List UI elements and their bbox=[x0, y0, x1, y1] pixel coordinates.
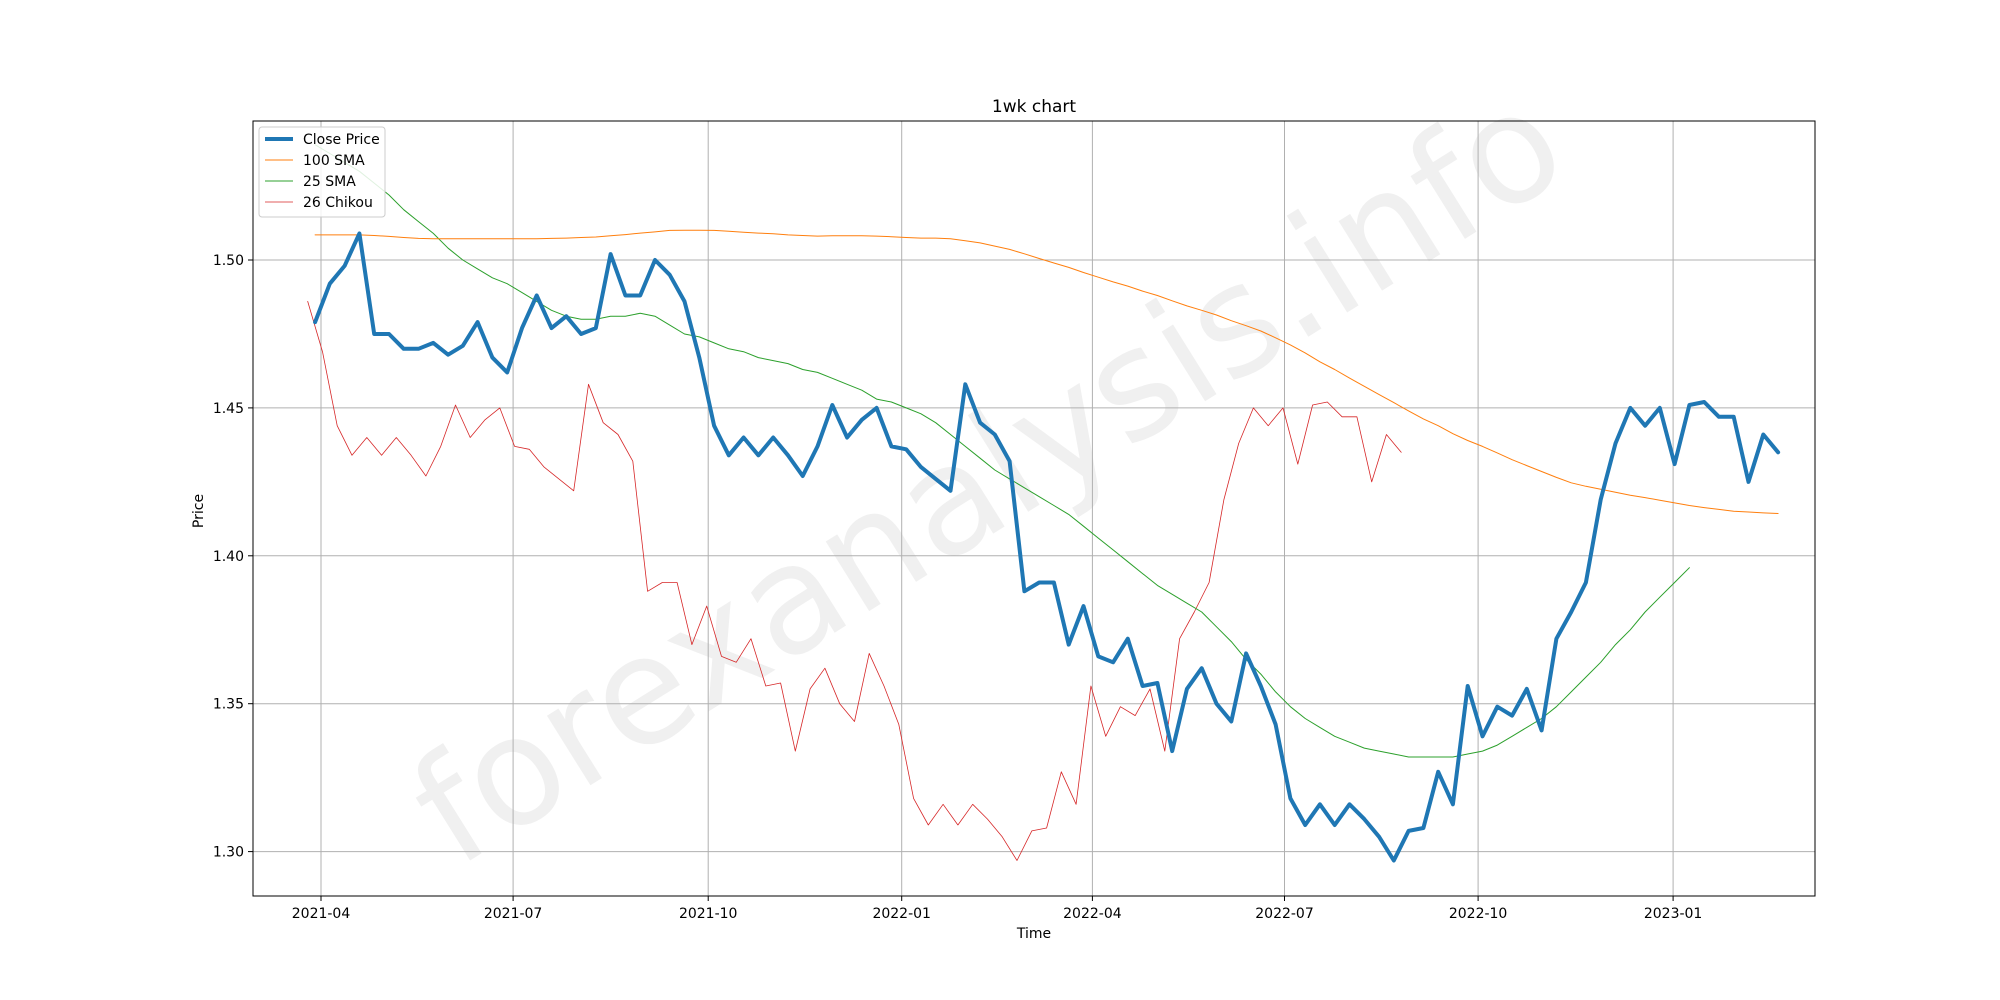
chart-title: 1wk chart bbox=[992, 97, 1076, 117]
legend-label-close-price: Close Price bbox=[303, 132, 380, 148]
x-axis-ticks: 2021-04 2021-07 2021-10 2022-01 2022-04 2022-… bbox=[292, 896, 1703, 922]
series-line-26-chikou bbox=[307, 300, 1402, 861]
y-tick-label: 1.40 bbox=[213, 549, 244, 565]
x-tick-label: 2022-01 bbox=[872, 906, 931, 922]
y-tick-label: 1.30 bbox=[213, 845, 244, 861]
x-tick-label: 2022-07 bbox=[1255, 906, 1314, 922]
legend-box bbox=[258, 126, 386, 218]
legend-label-26-chikou: 26 Chikou bbox=[303, 195, 373, 211]
legend-label-100-sma: 100 SMA bbox=[303, 153, 365, 169]
series-lines bbox=[307, 144, 1781, 863]
y-axis-title: Price bbox=[191, 494, 207, 528]
x-tick-label: 2021-10 bbox=[679, 906, 738, 922]
y-tick-label: 1.50 bbox=[213, 253, 244, 269]
x-tick-label: 2022-04 bbox=[1063, 906, 1122, 922]
x-tick-label: 2021-07 bbox=[484, 906, 543, 922]
plot-frame bbox=[252, 120, 1816, 897]
y-axis-ticks: 1.30 1.35 1.40 1.45 1.50 bbox=[213, 253, 253, 861]
x-tick-label: 2022-10 bbox=[1449, 906, 1508, 922]
y-tick-label: 1.35 bbox=[213, 697, 244, 713]
x-tick-label: 2021-04 bbox=[292, 906, 351, 922]
x-axis-title: Time bbox=[1016, 926, 1051, 942]
series-line-close-price bbox=[313, 231, 1781, 863]
legend-label-25-sma: 25 SMA bbox=[303, 174, 356, 190]
x-tick-label: 2023-01 bbox=[1644, 906, 1703, 922]
y-tick-label: 1.45 bbox=[213, 401, 244, 417]
grid-lines bbox=[253, 121, 1815, 896]
legend: Close Price 100 SMA 25 SMA 26 Chikou bbox=[258, 126, 386, 218]
series-line-100-sma bbox=[314, 229, 1779, 514]
